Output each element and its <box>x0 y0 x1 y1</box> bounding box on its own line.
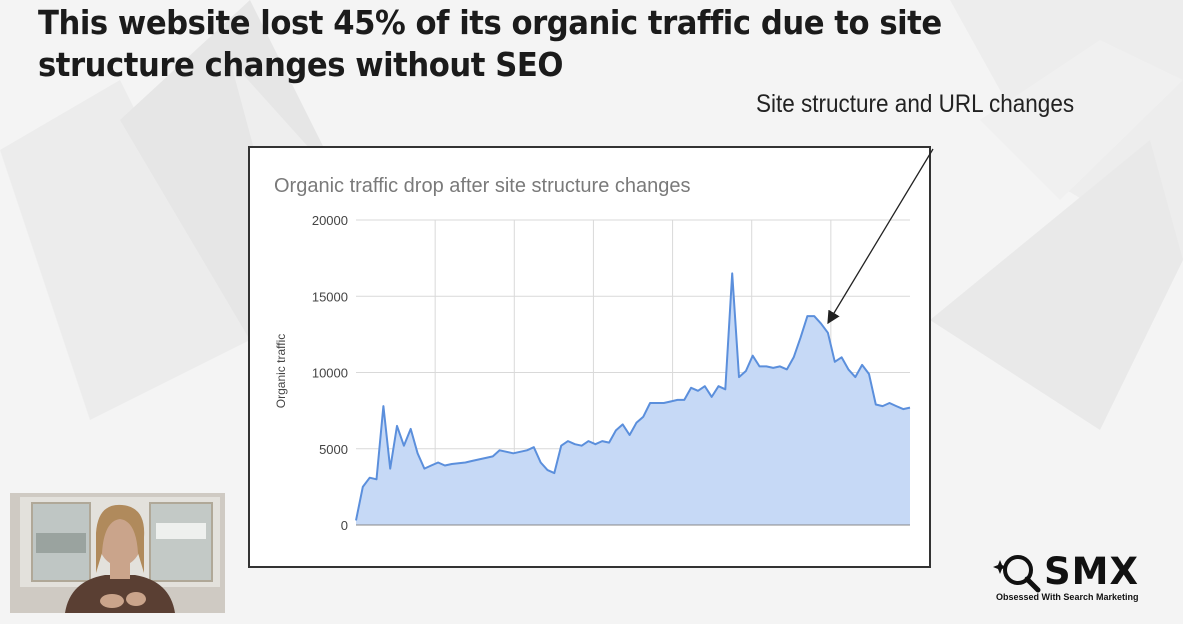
presenter-webcam <box>10 493 225 613</box>
y-tick-label: 0 <box>341 518 348 533</box>
traffic-chart: Organic traffic drop after site structur… <box>274 175 911 533</box>
y-axis-label: Organic traffic <box>274 334 288 408</box>
chart-title: Organic traffic drop after site structur… <box>274 175 691 197</box>
annotation-label: Site structure and URL changes <box>756 90 1075 118</box>
magnifier-icon <box>993 555 1041 593</box>
logo-tagline: Obsessed With Search Marketing <box>996 592 1139 602</box>
y-ticks: 0 5000 10000 15000 20000 <box>312 213 348 533</box>
y-tick-label: 15000 <box>312 289 348 304</box>
y-tick-label: 10000 <box>312 366 348 381</box>
series-area <box>356 273 910 525</box>
slide-title: This website lost 45% of its organic tra… <box>38 3 942 84</box>
presenter-video-icon <box>10 493 225 613</box>
y-tick-label: 5000 <box>319 442 348 457</box>
series-layer <box>355 272 911 526</box>
chart-frame: Organic traffic drop after site structur… <box>248 146 931 568</box>
logo-text: SMX <box>1044 550 1139 593</box>
y-tick-label: 20000 <box>312 213 348 228</box>
series-line <box>355 272 911 521</box>
